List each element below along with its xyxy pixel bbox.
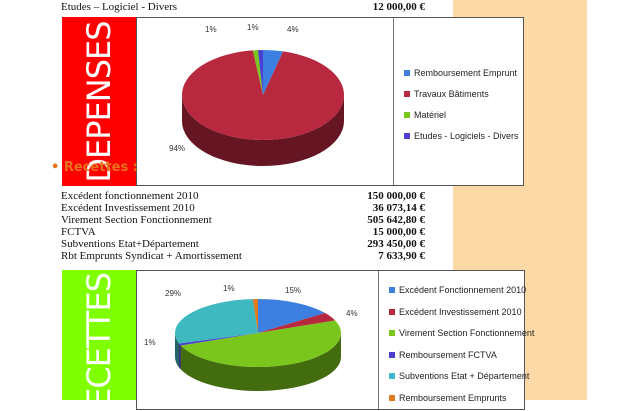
pie-slice	[258, 313, 336, 333]
row-value: 12 000,00 €	[372, 1, 425, 13]
recettes-pie: 15%4%50%1%29%1%	[144, 284, 358, 391]
legend-item: Travaux Bâtiments	[404, 89, 489, 99]
pie-slice	[252, 50, 263, 95]
legend-swatch	[404, 91, 410, 97]
row-label: Rbt Emprunts Syndicat + Amortissement	[61, 250, 242, 262]
pie-slice-side	[175, 333, 180, 368]
legend-item: Subventions Etat + Département	[389, 371, 529, 381]
legend-item: Remboursement FCTVA	[389, 350, 497, 360]
recette-row: Rbt Emprunts Syndicat + Amortissement 7 6…	[61, 250, 425, 262]
legend-label: Matériel	[414, 110, 447, 120]
legend-label: Travaux Bâtiments	[414, 89, 489, 99]
legend-swatch	[404, 133, 410, 139]
legend-swatch	[389, 330, 395, 336]
recette-row: Excédent fonctionnement 2010 150 000,00 €	[61, 190, 425, 202]
pie-slice	[252, 299, 258, 333]
legend-swatch	[404, 112, 410, 118]
legend-swatch	[389, 308, 395, 315]
row-label: Virement Section Fonctionnement	[61, 214, 212, 226]
pie-data-label: 1%	[144, 338, 156, 347]
depense-row: Etudes – Logiciel - Divers 12 000,00 €	[61, 1, 425, 13]
row-label: Etudes – Logiciel - Divers	[61, 1, 178, 13]
legend-swatch	[389, 287, 395, 293]
pie-data-label: 94%	[169, 144, 185, 153]
legend-item: Virement Section Fonctionnement	[389, 328, 534, 338]
depenses-chart: 4% 94% 1% 1% Remboursement Emprunt Travaux B…	[136, 17, 524, 186]
legend-label: Subventions Etat + Département	[399, 371, 530, 381]
pie-slice	[175, 299, 258, 344]
legend-item: Remboursement Emprunts	[389, 393, 507, 403]
legend-label: Excédent Fonctionnement 2010	[399, 285, 527, 295]
pie-data-label: 4%	[346, 309, 358, 318]
depenses-legend: Remboursement Emprunt Travaux Bâtiments Ma…	[393, 18, 523, 185]
pie-slice	[180, 320, 341, 367]
pie-slice	[263, 50, 284, 95]
legend-swatch	[389, 373, 395, 379]
pie-slice-side	[180, 333, 341, 391]
row-value: 150 000,00 €	[367, 190, 425, 202]
legend-label: Remboursement FCTVA	[399, 349, 497, 360]
pie-slice-side	[179, 343, 181, 370]
legend-item: Excédent Investissement 2010	[389, 307, 522, 317]
legend-label: Remboursement Emprunts	[399, 392, 507, 403]
pie-slice-side	[182, 95, 344, 166]
legend-label: Virement Section Fonctionnement	[399, 328, 535, 338]
legend-swatch	[404, 70, 410, 76]
legend-swatch	[389, 394, 395, 401]
row-label: Excédent fonctionnement 2010	[61, 190, 199, 202]
recette-row: FCTVA 15 000,00 €	[61, 226, 425, 238]
row-value: 293 450,00 €	[367, 238, 425, 250]
row-value: 36 073,14 €	[372, 202, 425, 214]
legend-item: Remboursement Emprunt	[404, 68, 517, 78]
pie-data-label: 1%	[247, 23, 259, 32]
row-label: Excédent Investissement 2010	[61, 202, 195, 214]
pie-data-label: 4%	[287, 25, 299, 34]
pie-slice	[257, 50, 263, 95]
recettes-heading: • Recettes :	[51, 160, 138, 175]
pie-slice	[182, 50, 344, 141]
legend-item: Excédent Fonctionnement 2010	[389, 285, 526, 295]
row-value: 15 000,00 €	[372, 226, 425, 238]
pie-slice	[179, 333, 258, 346]
row-label: Subventions Etat+Département	[61, 238, 199, 250]
row-value: 505 642,80 €	[367, 214, 425, 226]
legend-label: Etudes - Logiciels - Divers	[414, 131, 519, 141]
legend-item: Etudes - Logiciels - Divers	[404, 131, 519, 141]
recette-row: Excédent Investissement 2010 36 073,14 €	[61, 202, 425, 214]
pie-data-label: 1%	[223, 284, 235, 293]
recettes-legend: Excédent Fonctionnement 2010 Excédent Inv…	[378, 271, 534, 409]
pie-data-label: 1%	[205, 25, 217, 34]
pie-slice	[258, 299, 326, 333]
recettes-label: RECETTES	[62, 270, 136, 400]
recettes-chart: 15%4%50%1%29%1% Excédent Fonctionnement …	[136, 270, 534, 410]
legend-swatch	[389, 351, 395, 358]
pie-data-label: 15%	[285, 286, 301, 295]
row-value: 7 633,90 €	[378, 250, 425, 262]
depenses-pie: 4% 94% 1% 1%	[169, 23, 344, 166]
depenses-label: DEPENSES	[62, 17, 136, 186]
recette-row: Virement Section Fonctionnement 505 642,8…	[61, 214, 425, 226]
legend-label: Excédent Investissement 2010	[399, 306, 522, 317]
legend-label: Remboursement Emprunt	[414, 68, 518, 78]
row-label: FCTVA	[61, 226, 96, 238]
legend-item: Matériel	[404, 110, 446, 120]
pie-data-label: 29%	[165, 289, 181, 298]
recette-row: Subventions Etat+Département 293 450,00 €	[61, 238, 425, 250]
